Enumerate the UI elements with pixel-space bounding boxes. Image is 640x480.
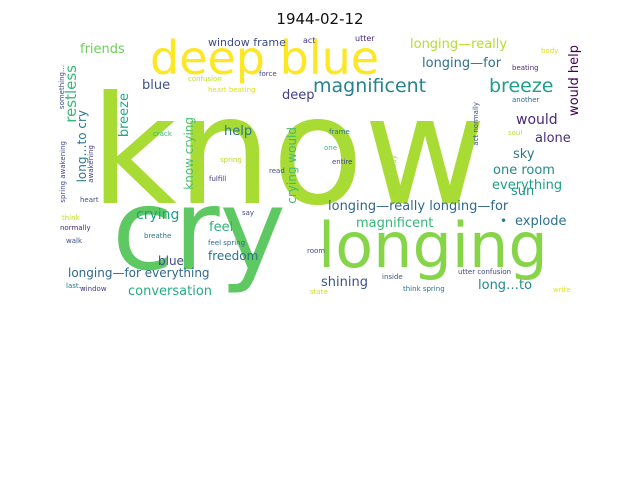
- word-help: help: [224, 124, 253, 139]
- word-explode: explode: [515, 214, 567, 229]
- word-body: body: [541, 47, 559, 55]
- word-longing-for-everything: longing—for everything: [68, 266, 210, 280]
- word-mark: •: [500, 214, 508, 228]
- word-blue: blue: [142, 78, 171, 93]
- word-beating: beating: [512, 64, 539, 72]
- word-cry: cry: [112, 166, 286, 296]
- word-crack: crack: [153, 130, 172, 138]
- word-know: know: [90, 65, 487, 239]
- word-room: room: [307, 247, 326, 255]
- word-shining: shining: [321, 275, 368, 290]
- figure-title: 1944-02-12: [276, 10, 364, 28]
- word-freedom: freedom: [208, 249, 259, 263]
- word-window-frame: window frame: [208, 36, 286, 49]
- word-read: read: [269, 167, 285, 175]
- word-awakening: awakening: [87, 145, 95, 183]
- word-know-crying: know crying: [182, 117, 196, 190]
- word-would-help: would help: [567, 45, 582, 116]
- word-entire-body: entire body: [390, 155, 398, 196]
- word-deep: deep: [282, 88, 315, 103]
- word-magnificent: magnificent: [356, 216, 434, 231]
- word-frame: frame: [329, 128, 350, 136]
- word-inside: inside: [382, 273, 403, 281]
- word-longing: longing: [318, 209, 548, 282]
- word-soul: soul: [508, 129, 523, 137]
- word-spring: spring: [220, 156, 242, 164]
- word-longing-really-longing-for: longing—really longing—for: [328, 199, 509, 214]
- word-feel: feel: [209, 220, 234, 235]
- word-would: would: [516, 112, 558, 128]
- word-fulfill: fulfill: [209, 175, 227, 183]
- word-everything: everything: [492, 178, 563, 193]
- word-breathe: breathe: [144, 232, 172, 240]
- word-longing-really: longing—really: [410, 37, 508, 52]
- word-sky: sky: [513, 147, 535, 162]
- word-sun: sun: [511, 184, 535, 199]
- word-utter: utter: [355, 35, 375, 43]
- word-state: state: [310, 288, 328, 296]
- word-crying: crying: [136, 207, 180, 223]
- word-feel-spring: feel spring: [208, 239, 246, 247]
- word-think-spring: think spring: [403, 285, 445, 293]
- word-deep-blue: deep blue: [150, 35, 380, 85]
- word-alone: alone: [535, 131, 571, 146]
- word-something: something…: [58, 65, 66, 110]
- word-utter-confusion: utter confusion: [458, 268, 512, 276]
- word-longing-for: longing—for: [422, 56, 502, 71]
- word-act-normally: act normally: [472, 102, 480, 146]
- word-confusion: confusion: [188, 75, 222, 83]
- word-window: window: [80, 285, 107, 293]
- word-breeze: breeze: [117, 93, 132, 138]
- word-friends: friends: [80, 42, 125, 57]
- word-say: say: [242, 209, 255, 217]
- word-crying-would: crying would: [285, 127, 299, 204]
- word-entire: entire: [332, 158, 353, 166]
- word-breeze: breeze: [489, 75, 554, 97]
- word-blue: blue: [158, 254, 184, 268]
- word-one-room: one room: [493, 163, 555, 178]
- word-conversation: conversation: [128, 284, 213, 299]
- word-act: act: [303, 36, 316, 45]
- word-force: force: [259, 70, 277, 78]
- word-heart-beating: heart beating: [208, 86, 256, 94]
- word-magnificent: magnificent: [313, 75, 427, 97]
- word-long-to: long…to: [478, 278, 533, 293]
- word-heart: heart: [80, 196, 99, 204]
- word-walk: walk: [66, 237, 83, 245]
- word-think: think: [62, 214, 80, 222]
- word-spring-awakening: spring awakening: [59, 141, 67, 203]
- word-one: one: [324, 144, 338, 152]
- word-normally: normally: [60, 224, 91, 232]
- word-another: another: [512, 96, 540, 104]
- word-write: write: [553, 286, 571, 294]
- word-cloud: know cry longing deep blue magnificent breeze…: [48, 35, 592, 299]
- word-last: last…: [66, 282, 86, 290]
